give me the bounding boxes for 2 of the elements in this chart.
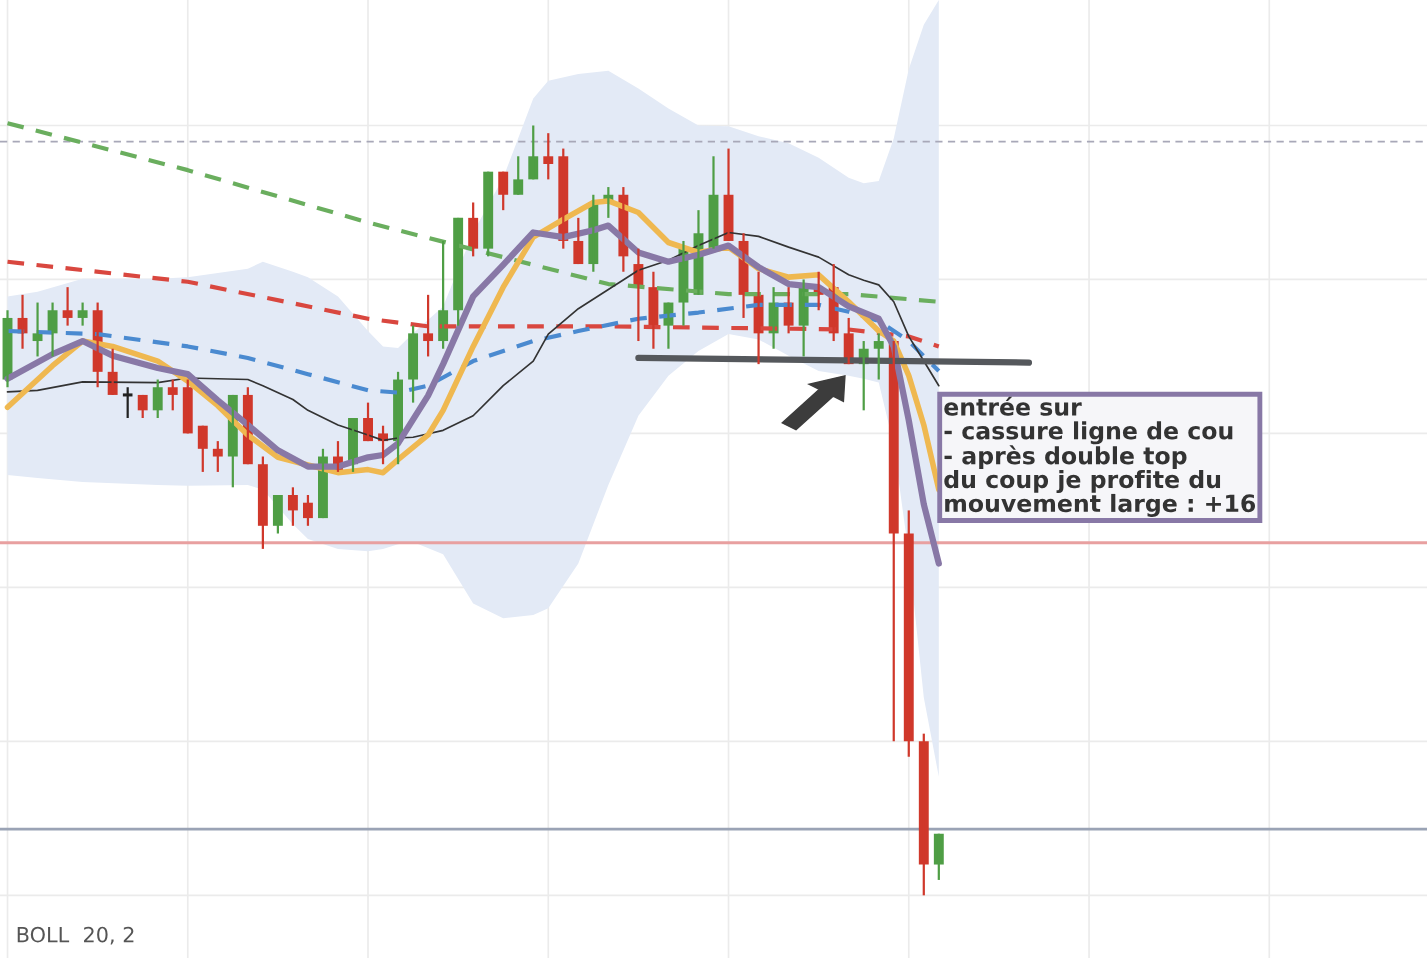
annotation: entrée sur - cassure ligne de cou - après double top du coup je profite du mouvement large : +16 (944, 396, 1256, 517)
text: BOLL 20, 2 (17, 926, 134, 945)
